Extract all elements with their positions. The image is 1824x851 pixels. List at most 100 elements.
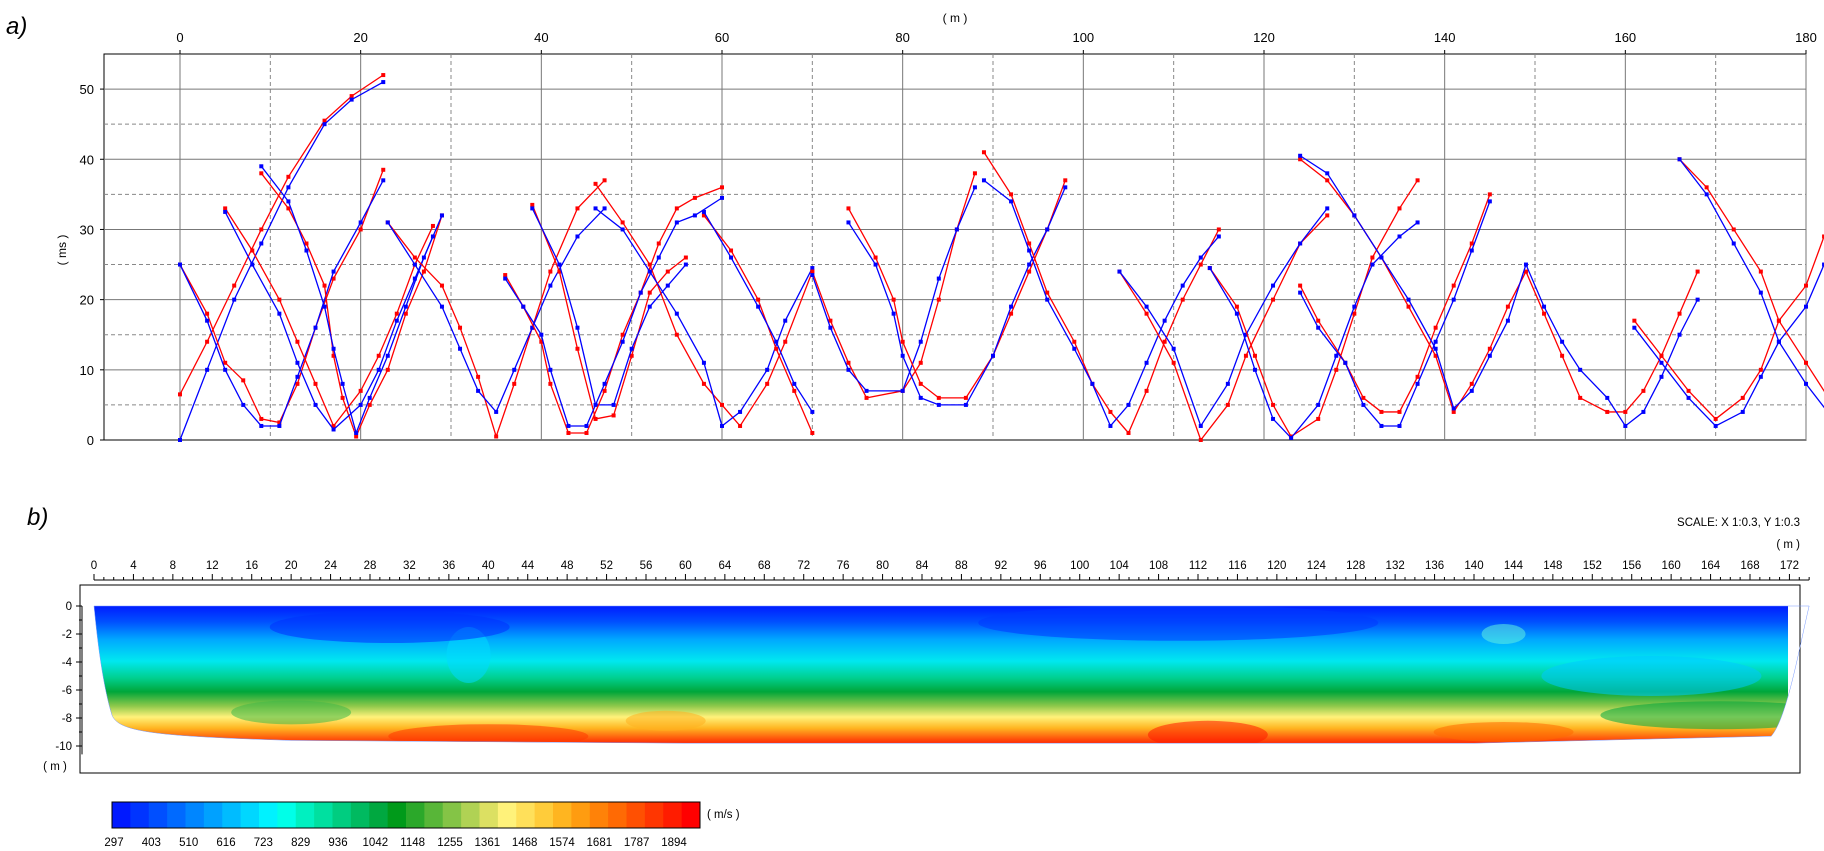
- panel-a-point: [602, 206, 607, 211]
- panel-a-point: [367, 402, 372, 407]
- panel-a-series-line: [595, 207, 813, 428]
- panel-a-point: [1560, 339, 1565, 344]
- panel-b-x-tick-label: 84: [916, 560, 929, 572]
- panel-a-point: [430, 223, 435, 228]
- panel-b-y-tick-label: 0: [66, 601, 72, 613]
- colorbar-label: 1681: [587, 837, 613, 849]
- panel-a-point: [1045, 297, 1050, 302]
- colorbar-swatch: [130, 802, 150, 828]
- panel-a-point: [1298, 157, 1303, 162]
- panel-a-point: [1605, 395, 1610, 400]
- panel-a-point: [674, 311, 679, 316]
- panel-a-y-tick-label: 50: [80, 82, 94, 97]
- panel-b-x-tick-label: 20: [285, 560, 298, 572]
- panel-a-point: [1623, 409, 1628, 414]
- panel-a-point: [1316, 318, 1321, 323]
- colorbar-label: 510: [179, 837, 198, 849]
- panel-a-point: [205, 339, 210, 344]
- panel-a-point: [1632, 318, 1637, 323]
- panel-a-point: [1379, 409, 1384, 414]
- panel-b-x-tick-label: 124: [1307, 560, 1327, 572]
- panel-a-point: [1505, 318, 1510, 323]
- panel-a-point: [602, 388, 607, 393]
- colorbar-swatch: [406, 802, 425, 828]
- colorbar-label: 1042: [363, 837, 389, 849]
- panel-a-point: [1325, 178, 1330, 183]
- panel-b-x-tick-label: 104: [1110, 560, 1130, 572]
- panel-a-point: [1144, 360, 1149, 365]
- panel-a-point: [1758, 367, 1763, 372]
- panel-a-point: [1686, 388, 1691, 393]
- panel-a-x-tick-label: 160: [1614, 30, 1636, 45]
- panel-b-x-tick-label: 32: [403, 560, 416, 572]
- panel-a-point: [241, 378, 246, 383]
- panel-a-point: [178, 262, 182, 267]
- panel-a-point: [584, 430, 589, 435]
- panel-a-point: [756, 297, 761, 302]
- panel-b-x-tick-label: 140: [1464, 560, 1483, 572]
- panel-a-point: [792, 388, 797, 393]
- panel-b-x-tick-label: 152: [1583, 560, 1602, 572]
- panel-b-y-tick-label: -2: [62, 629, 72, 641]
- panel-a-point: [1469, 381, 1474, 386]
- panel-a-point: [1162, 318, 1167, 323]
- panel-a-point: [1325, 171, 1330, 176]
- panel-a-point: [972, 171, 977, 176]
- panel-a-point: [1740, 395, 1745, 400]
- panel-a-point: [1578, 395, 1583, 400]
- panel-b-x-tick-label: 36: [442, 560, 455, 572]
- panel-a-point: [539, 332, 544, 337]
- panel-a-point: [223, 360, 228, 365]
- colorbar-swatch: [497, 802, 517, 828]
- panel-a-point: [223, 206, 228, 211]
- panel-a-point: [430, 234, 435, 239]
- panel-a-point: [566, 430, 571, 435]
- panel-a-point: [891, 297, 896, 302]
- colorbar-label: 297: [104, 837, 123, 849]
- panel-a-point: [1126, 402, 1131, 407]
- panel-a-point: [1316, 416, 1321, 421]
- tomogram-velocity-anomaly: [978, 606, 1379, 641]
- panel-b-x-tick-label: 148: [1543, 560, 1562, 572]
- panel-a-point: [629, 353, 634, 358]
- panel-b-scale-text: SCALE: X 1:0.3, Y 1:0.3: [1677, 517, 1800, 529]
- colorbar-label: 1255: [437, 837, 463, 849]
- panel-a-point: [647, 290, 652, 295]
- panel-b-x-tick-label: 48: [561, 560, 574, 572]
- colorbar-swatch: [534, 802, 554, 828]
- panel-a-y-tick-label: 40: [80, 152, 94, 167]
- panel-a-point: [692, 213, 697, 218]
- panel-b-x-tick-label: 24: [324, 560, 337, 572]
- panel-a-point: [322, 283, 327, 288]
- panel-a-point: [1677, 157, 1682, 162]
- panel-a-point: [1451, 297, 1456, 302]
- panel-a-point: [683, 262, 688, 267]
- panel-a-point: [1822, 262, 1824, 267]
- panel-a-point: [367, 395, 372, 400]
- panel-a-point: [476, 388, 481, 393]
- panel-a-point: [304, 248, 309, 253]
- panel-a-point: [331, 276, 336, 281]
- panel-a-point: [810, 409, 815, 414]
- panel-a-point: [1180, 297, 1185, 302]
- panel-a-point: [1009, 199, 1014, 204]
- panel-a-point: [1198, 423, 1203, 428]
- panel-a-x-unit: ( m ): [943, 11, 968, 25]
- panel-a-point: [1234, 311, 1239, 316]
- panel-a-point: [385, 353, 390, 358]
- panel-a-point: [1713, 416, 1718, 421]
- panel-a-point: [259, 171, 264, 176]
- panel-a-point: [1659, 374, 1664, 379]
- panel-a-point: [313, 325, 318, 330]
- panel-a-point: [412, 255, 417, 260]
- panel-a-point: [286, 199, 291, 204]
- panel-a-point: [548, 367, 553, 372]
- panel-a-point: [1316, 325, 1321, 330]
- panel-a-point: [774, 346, 779, 351]
- colorbar-swatch: [663, 802, 683, 828]
- panel-a-point: [331, 269, 336, 274]
- panel-a-point: [566, 423, 571, 428]
- panel-a-point: [1469, 388, 1474, 393]
- panel-a-point: [295, 339, 300, 344]
- panel-a-point: [765, 381, 770, 386]
